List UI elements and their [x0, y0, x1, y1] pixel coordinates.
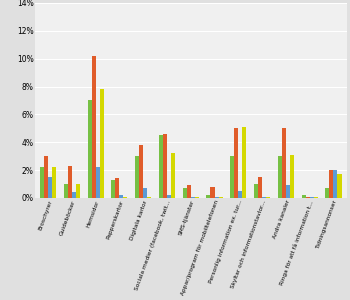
Bar [278, 156, 282, 198]
Bar [326, 188, 329, 198]
Bar [302, 195, 306, 198]
Bar [147, 196, 151, 198]
Bar [64, 184, 68, 198]
Bar [266, 196, 270, 198]
Bar [286, 185, 290, 198]
Bar [183, 188, 187, 198]
Bar [44, 156, 48, 198]
Bar [329, 170, 334, 198]
Bar [314, 196, 318, 198]
Bar [124, 196, 127, 198]
Bar [100, 89, 104, 198]
Bar [230, 156, 234, 198]
Bar [310, 196, 314, 198]
Bar [167, 195, 171, 198]
Bar [52, 167, 56, 198]
Bar [218, 196, 223, 198]
Bar [282, 128, 286, 198]
Bar [171, 153, 175, 198]
Bar [254, 184, 258, 198]
Bar [334, 170, 337, 198]
Bar [68, 166, 72, 198]
Bar [210, 187, 215, 198]
Bar [111, 180, 116, 198]
Bar [215, 196, 218, 198]
Bar [306, 196, 310, 198]
Bar [290, 155, 294, 198]
Bar [163, 134, 167, 198]
Bar [238, 191, 242, 198]
Bar [195, 196, 199, 198]
Bar [119, 195, 124, 198]
Bar [139, 145, 143, 198]
Bar [135, 156, 139, 198]
Bar [76, 184, 80, 198]
Bar [206, 195, 210, 198]
Bar [159, 135, 163, 198]
Bar [258, 177, 262, 198]
Bar [143, 188, 147, 198]
Bar [72, 192, 76, 198]
Bar [242, 127, 246, 198]
Bar [92, 56, 96, 198]
Bar [40, 167, 44, 198]
Bar [262, 196, 266, 198]
Bar [88, 100, 92, 198]
Bar [191, 196, 195, 198]
Bar [337, 174, 342, 198]
Bar [187, 185, 191, 198]
Bar [96, 167, 100, 198]
Bar [48, 177, 52, 198]
Bar [234, 128, 238, 198]
Bar [116, 178, 119, 198]
